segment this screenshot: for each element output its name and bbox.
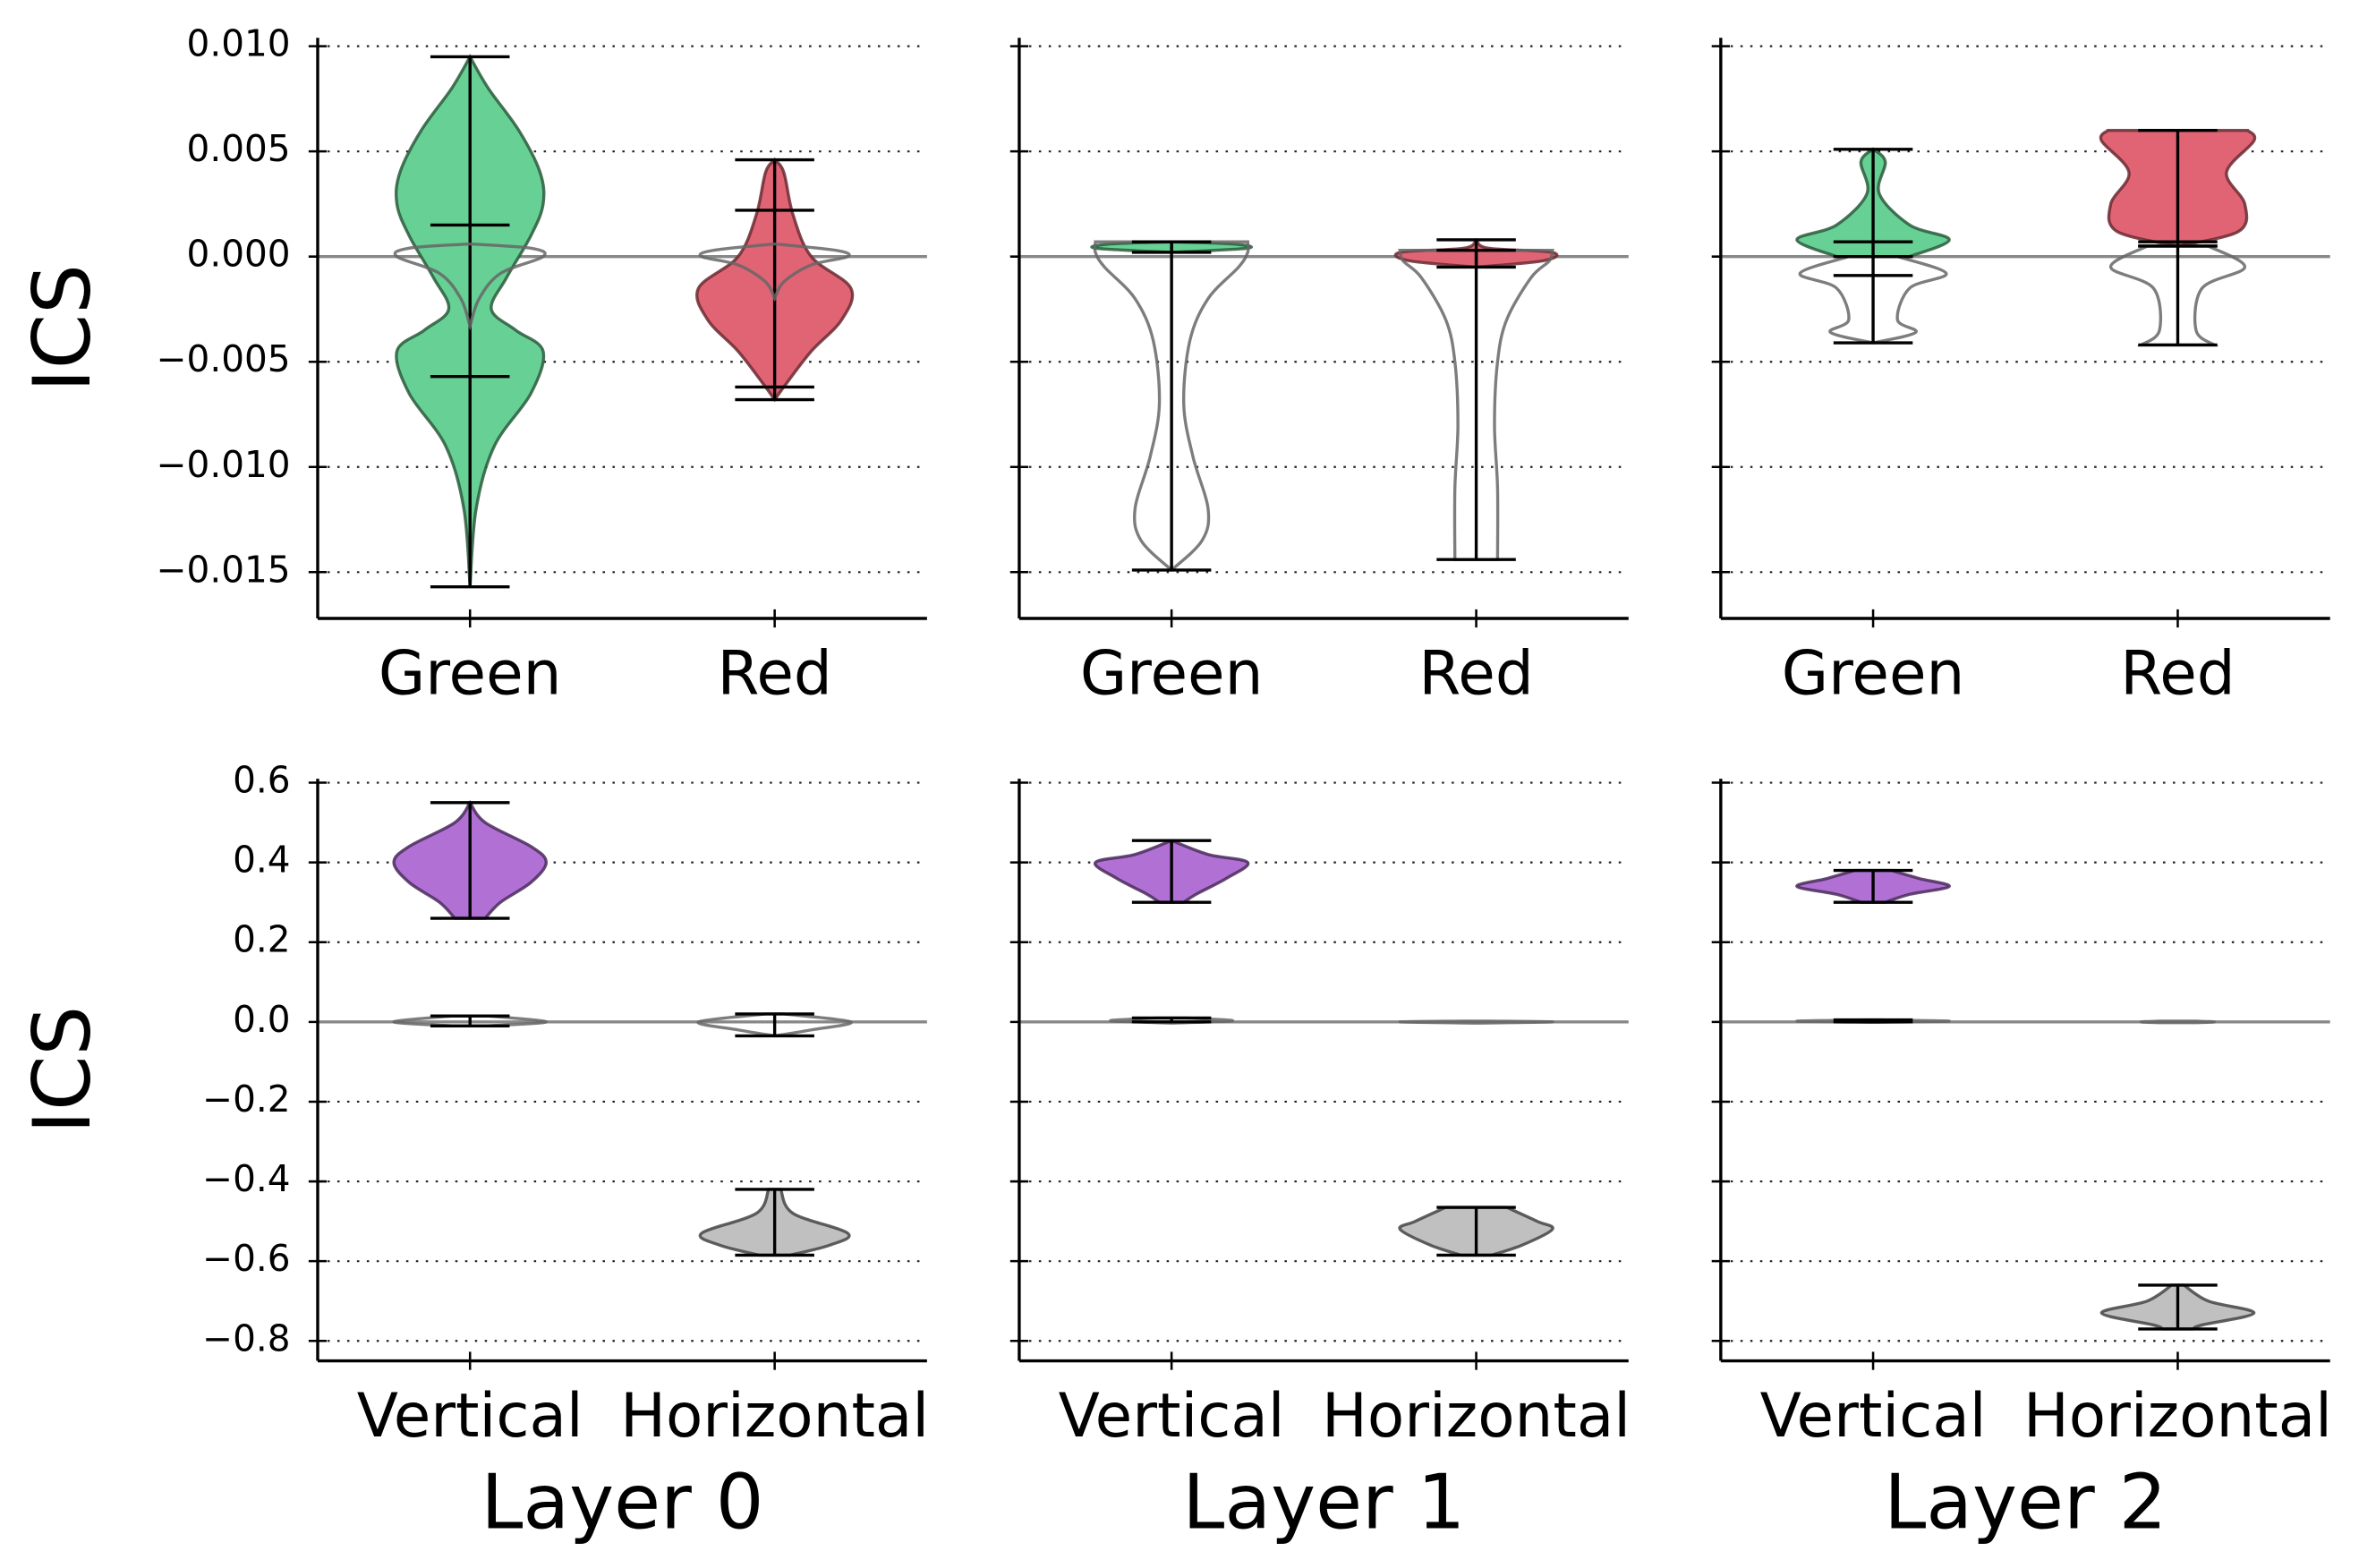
x-tick-label: Red — [717, 637, 831, 708]
y-tick-label: 0.010 — [187, 22, 291, 65]
x-tick-label: Vertical — [1059, 1380, 1285, 1451]
violin-body — [698, 242, 851, 303]
x-tick-label: Horizontal — [1322, 1380, 1631, 1451]
subplot: 0.010 0.005 0.000 −0.005 −0.010 −0.015 Green Re… — [16, 22, 927, 708]
x-tick-label: Horizontal — [2023, 1380, 2332, 1451]
x-axis-label: Layer 1 — [1182, 1458, 1465, 1546]
x-tick-label: Vertical — [1760, 1380, 1987, 1451]
x-axis-label: Layer 0 — [481, 1458, 763, 1546]
y-tick-label: −0.2 — [202, 1078, 290, 1121]
subplot: Green Red — [1711, 38, 2330, 708]
y-tick-label: 0.6 — [233, 759, 290, 802]
y-tick-label: −0.6 — [202, 1237, 290, 1280]
violin-body — [2139, 1019, 2217, 1025]
y-tick-label: 0.000 — [187, 233, 291, 276]
x-tick-label: Red — [1418, 637, 1533, 708]
y-tick-label: −0.010 — [157, 443, 291, 486]
x-tick-label: Red — [2120, 637, 2235, 708]
subplot: 0.6 0.4 0.2 0.0 −0.2 −0.4 −0.6 −0.8 Vertical Hori… — [16, 759, 929, 1547]
y-tick-label: 0.2 — [233, 918, 290, 961]
y-tick-label: 0.0 — [233, 998, 290, 1041]
x-tick-label: Horizontal — [620, 1380, 929, 1451]
y-tick-label: −0.005 — [157, 337, 291, 380]
violin-body — [393, 242, 547, 331]
y-tick-label: −0.8 — [202, 1317, 290, 1359]
x-tick-label: Vertical — [357, 1380, 583, 1451]
y-axis-label: ICS — [16, 264, 108, 392]
x-axis-label: Layer 2 — [1884, 1458, 2167, 1546]
x-tick-label: Green — [1080, 637, 1264, 708]
subplot: Green Red — [1009, 38, 1629, 708]
x-tick-label: Green — [1782, 637, 1965, 708]
y-axis-label: ICS — [16, 1006, 108, 1134]
y-tick-label: 0.4 — [233, 839, 290, 882]
y-tick-label: 0.005 — [187, 127, 291, 170]
x-tick-label: Green — [379, 637, 562, 708]
y-tick-label: −0.4 — [202, 1157, 290, 1200]
y-tick-label: −0.015 — [157, 548, 291, 591]
violin-body — [1398, 1019, 1554, 1025]
